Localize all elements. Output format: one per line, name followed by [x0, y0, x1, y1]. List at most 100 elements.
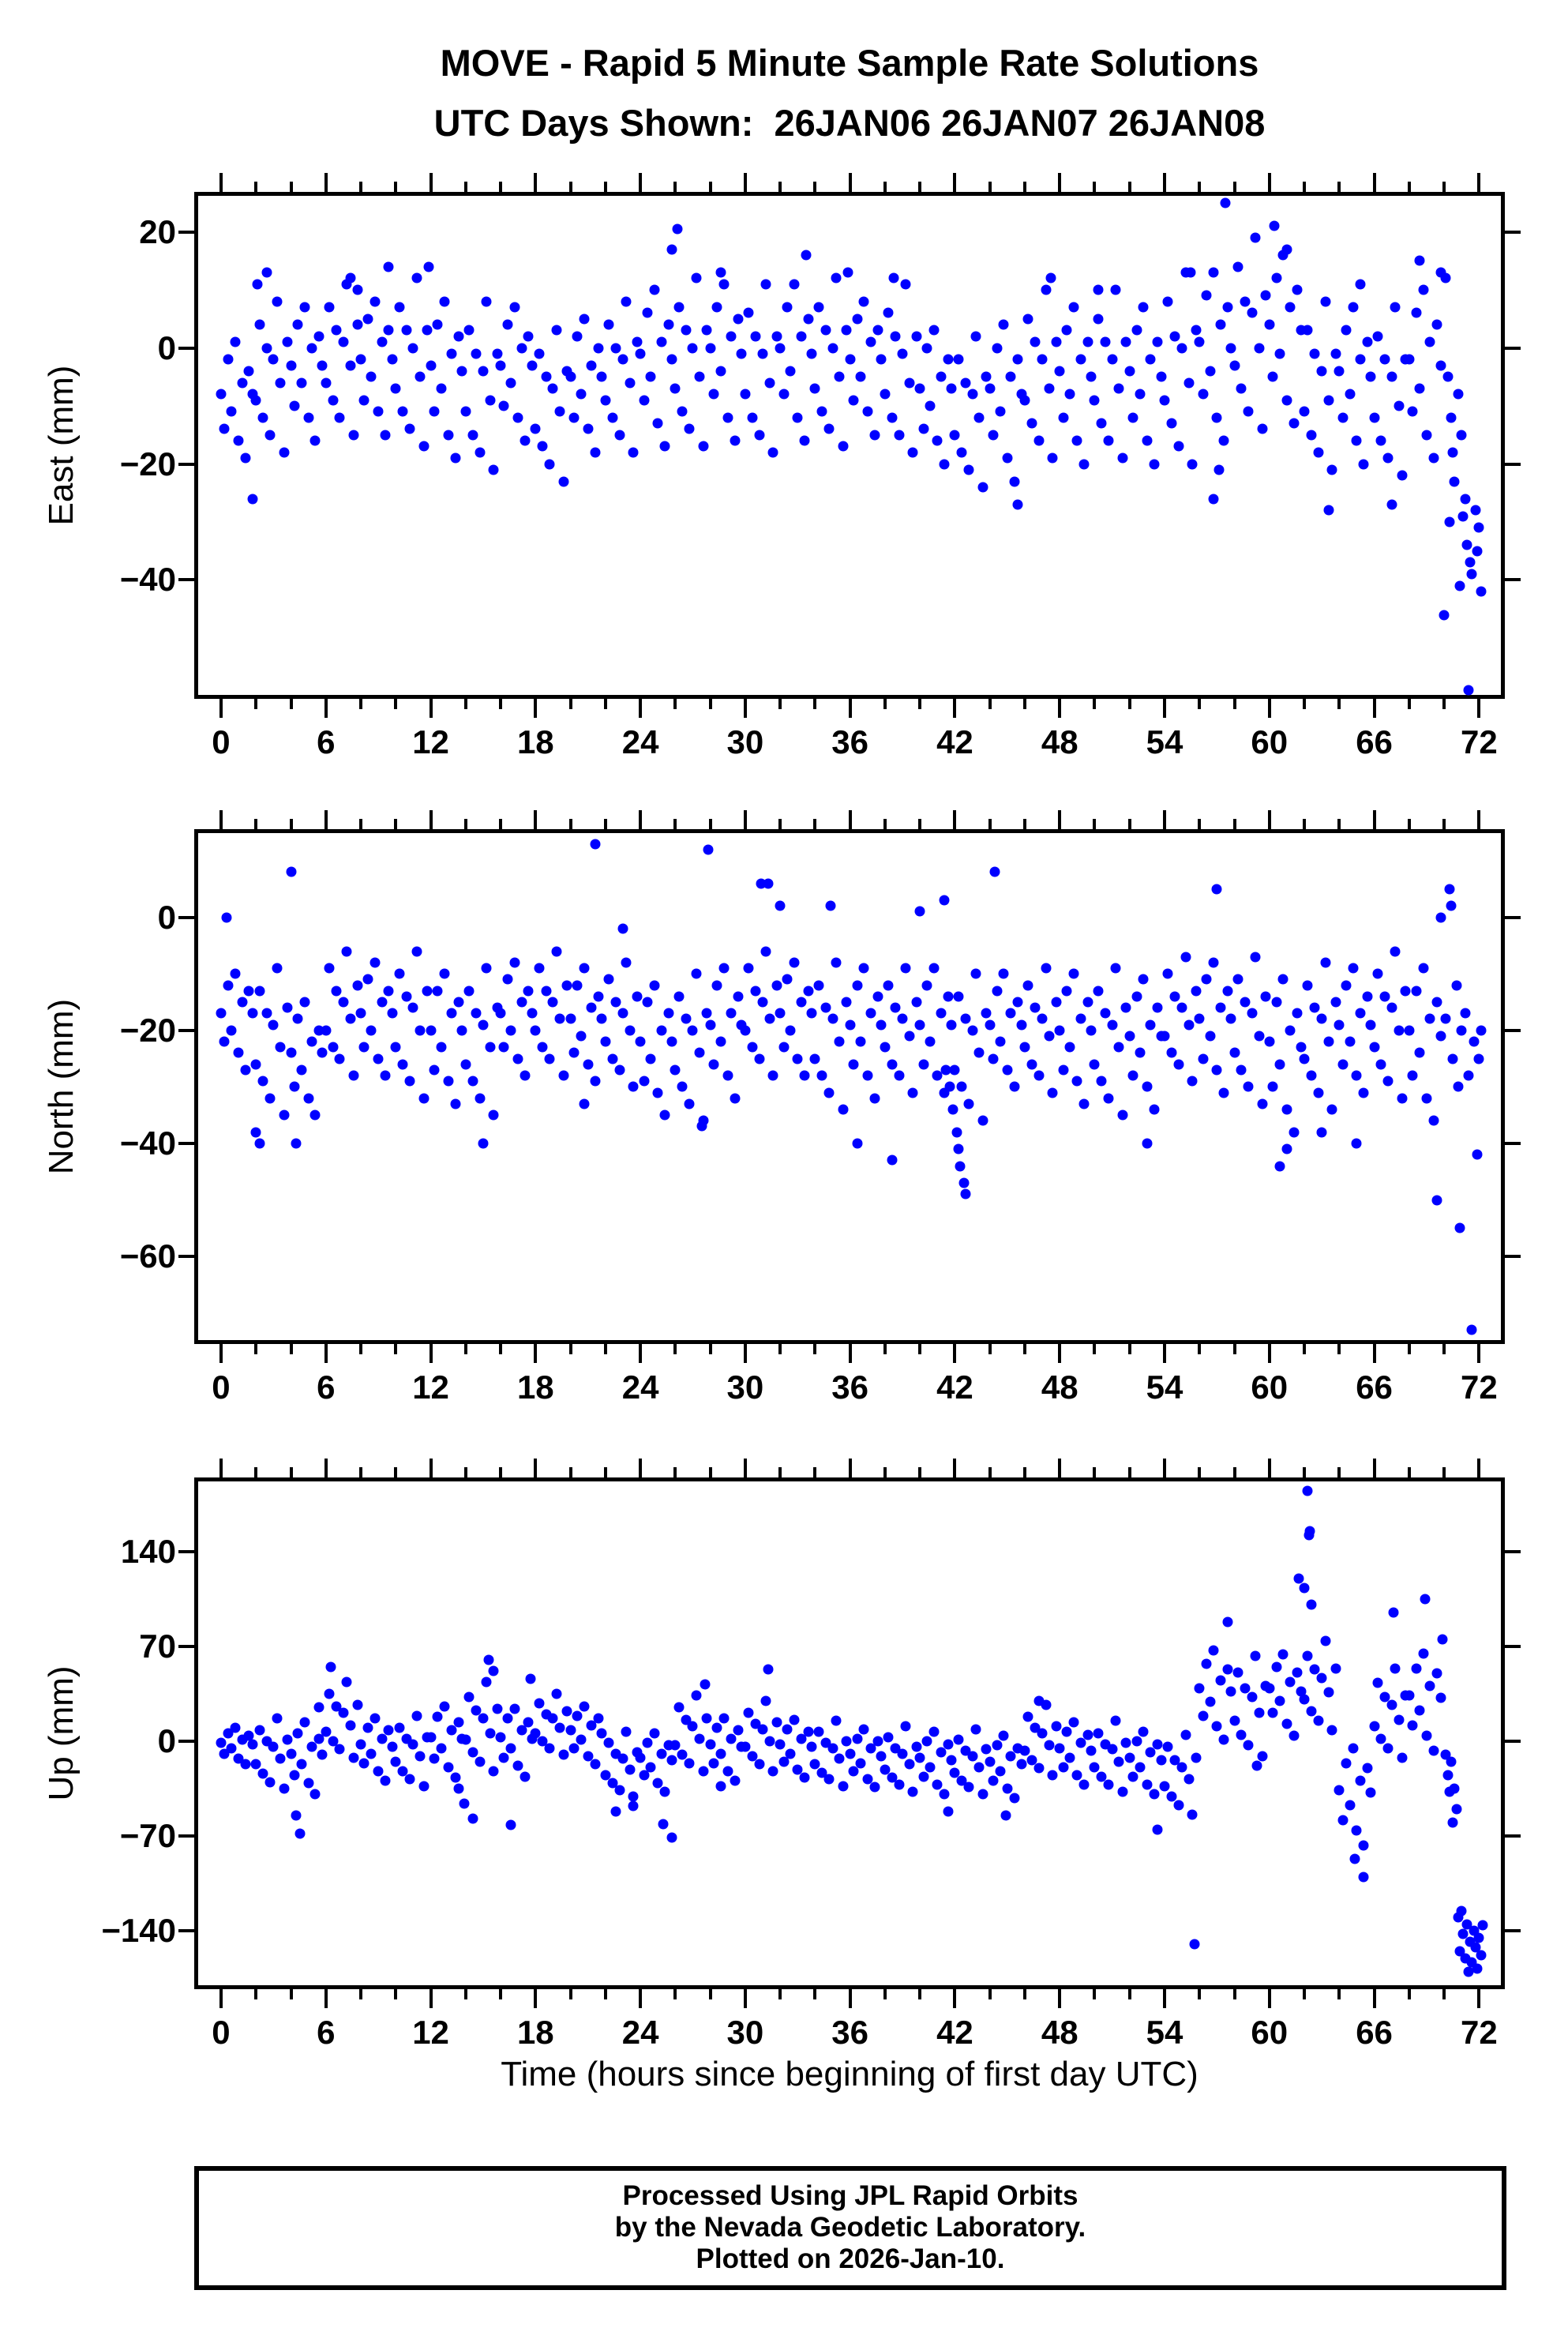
data-point — [733, 313, 744, 325]
data-point — [603, 319, 614, 330]
data-point — [1463, 685, 1474, 696]
data-point — [617, 1008, 628, 1019]
data-point — [422, 986, 433, 997]
data-point — [736, 348, 747, 359]
data-point — [219, 1036, 230, 1047]
data-point — [801, 250, 812, 261]
data-point — [1198, 1053, 1209, 1064]
x-minor-tick — [568, 182, 572, 192]
data-point — [949, 1064, 960, 1076]
data-point — [1460, 1008, 1471, 1019]
data-point — [750, 331, 761, 342]
data-point — [1222, 302, 1233, 313]
data-point — [289, 1081, 300, 1092]
data-point — [1444, 884, 1455, 895]
data-point — [362, 313, 373, 325]
data-point — [498, 400, 509, 411]
data-point — [1145, 354, 1156, 365]
data-point — [1033, 435, 1045, 446]
data-point — [708, 1758, 719, 1769]
x-major-tick — [639, 1989, 643, 2008]
x-major-tick — [534, 1344, 538, 1363]
data-point — [1435, 1692, 1446, 1703]
data-point — [401, 325, 412, 336]
data-point — [767, 1070, 778, 1081]
y-major-tick — [178, 462, 194, 466]
data-point — [1159, 1781, 1170, 1792]
x-minor-tick — [1022, 1989, 1026, 1999]
data-point — [890, 1002, 901, 1013]
data-point — [1476, 1950, 1487, 1961]
x-minor-tick — [1022, 1467, 1026, 1477]
data-point — [233, 435, 244, 446]
data-point — [390, 1756, 401, 1767]
x-tick-label: 12 — [412, 1368, 449, 1406]
data-point — [373, 1053, 384, 1064]
data-point — [1323, 505, 1334, 516]
data-point — [292, 1013, 303, 1024]
data-point — [883, 980, 894, 991]
data-point — [579, 313, 590, 325]
data-point — [463, 1691, 475, 1703]
data-point — [1428, 1745, 1439, 1756]
data-point — [718, 963, 730, 974]
data-point — [911, 997, 922, 1008]
data-point — [1435, 267, 1446, 278]
y-major-tick — [178, 1834, 194, 1838]
data-point — [1061, 1726, 1072, 1737]
x-minor-tick — [1337, 1989, 1341, 1999]
x-tick-label: 18 — [516, 2014, 554, 2051]
y-tick-label: 0 — [157, 1722, 176, 1760]
data-point — [988, 1053, 999, 1064]
data-point — [250, 1759, 261, 1770]
data-point — [579, 1701, 590, 1712]
data-point — [516, 1725, 527, 1736]
data-point — [1379, 1691, 1390, 1703]
data-point — [1375, 1733, 1386, 1744]
data-point — [1269, 220, 1280, 231]
data-point — [362, 974, 373, 985]
data-point — [544, 1053, 555, 1064]
data-point — [252, 279, 263, 290]
x-major-tick — [1372, 1989, 1376, 2008]
x-major-tick — [1058, 1459, 1062, 1477]
data-point — [369, 1713, 381, 1724]
data-point — [1424, 1013, 1435, 1024]
data-point — [823, 1087, 835, 1098]
x-tick-label: 18 — [516, 1368, 554, 1406]
data-point — [488, 1109, 499, 1121]
data-point — [603, 1737, 614, 1748]
data-point — [995, 1766, 1006, 1777]
data-point — [544, 1743, 555, 1754]
data-point — [502, 974, 513, 985]
data-point — [763, 878, 774, 889]
data-point — [677, 406, 688, 417]
data-point — [338, 997, 349, 1008]
data-point — [789, 1714, 800, 1725]
y-major-tick — [178, 1141, 194, 1145]
x-minor-tick — [254, 1989, 258, 1999]
x-tick-label: 30 — [726, 2014, 764, 2051]
data-point — [705, 1019, 716, 1031]
data-point — [590, 1076, 601, 1087]
data-point — [1120, 1002, 1131, 1013]
data-point — [1044, 383, 1055, 394]
data-point — [1330, 997, 1341, 1008]
data-point — [1117, 1786, 1128, 1797]
data-point — [848, 1766, 859, 1777]
data-point — [1005, 1751, 1016, 1762]
data-point — [243, 986, 254, 997]
data-point — [1337, 1815, 1349, 1826]
data-point — [1302, 1650, 1313, 1661]
data-point — [1348, 963, 1359, 974]
data-point — [303, 1778, 314, 1789]
data-point — [1358, 1087, 1369, 1098]
data-point — [261, 267, 272, 278]
data-point — [459, 1798, 470, 1809]
data-point — [1382, 1743, 1394, 1754]
data-point — [1264, 1683, 1275, 1694]
data-point — [1285, 302, 1296, 313]
data-point — [1302, 1485, 1313, 1496]
data-point — [743, 1707, 754, 1718]
data-point — [502, 319, 513, 330]
